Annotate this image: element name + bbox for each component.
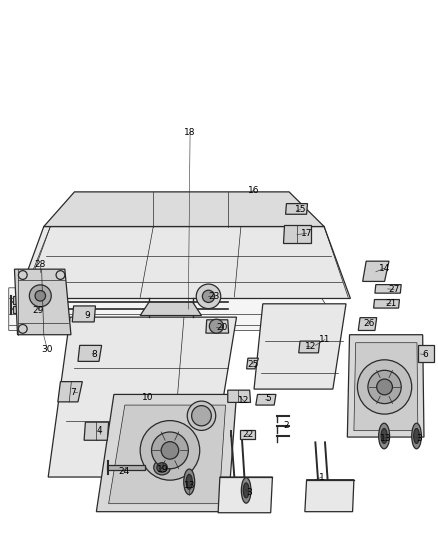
Text: 3: 3	[417, 434, 423, 443]
Ellipse shape	[413, 429, 419, 443]
Circle shape	[35, 290, 46, 301]
Polygon shape	[374, 300, 399, 308]
Text: 10: 10	[142, 393, 154, 401]
Polygon shape	[254, 304, 346, 389]
Text: 19: 19	[157, 465, 169, 473]
Polygon shape	[109, 405, 226, 504]
Polygon shape	[78, 345, 102, 361]
Text: 28: 28	[35, 261, 46, 269]
Ellipse shape	[241, 478, 251, 503]
Polygon shape	[72, 306, 95, 322]
Polygon shape	[354, 343, 418, 431]
Circle shape	[56, 271, 65, 279]
Polygon shape	[347, 335, 424, 437]
Text: 20: 20	[216, 323, 227, 332]
Polygon shape	[13, 306, 31, 313]
Polygon shape	[96, 394, 237, 512]
Polygon shape	[206, 320, 229, 333]
Circle shape	[18, 271, 27, 279]
Circle shape	[161, 442, 179, 459]
Text: 13: 13	[184, 481, 195, 489]
Text: 24: 24	[118, 467, 130, 476]
Text: 17: 17	[301, 229, 312, 238]
Polygon shape	[283, 225, 311, 243]
Polygon shape	[107, 465, 145, 470]
Text: 3: 3	[246, 488, 252, 497]
Polygon shape	[247, 358, 258, 369]
Circle shape	[18, 325, 27, 333]
Ellipse shape	[244, 483, 249, 498]
Text: 27: 27	[389, 285, 400, 294]
Polygon shape	[256, 394, 276, 405]
Polygon shape	[18, 227, 350, 298]
Polygon shape	[299, 341, 320, 353]
Circle shape	[29, 285, 51, 307]
Polygon shape	[13, 296, 31, 304]
Polygon shape	[140, 302, 201, 316]
Polygon shape	[418, 345, 434, 362]
Polygon shape	[358, 318, 377, 330]
Text: 23: 23	[208, 292, 219, 301]
Ellipse shape	[192, 406, 211, 426]
Polygon shape	[286, 204, 307, 214]
Polygon shape	[228, 390, 251, 402]
Ellipse shape	[187, 401, 216, 431]
Circle shape	[140, 421, 200, 480]
Text: 7: 7	[71, 388, 77, 397]
Text: 1: 1	[319, 473, 325, 481]
Ellipse shape	[186, 474, 192, 489]
Polygon shape	[305, 480, 354, 512]
Text: 29: 29	[33, 306, 44, 314]
Polygon shape	[9, 288, 342, 330]
Ellipse shape	[154, 460, 170, 475]
Text: 6: 6	[422, 351, 428, 359]
Polygon shape	[14, 269, 71, 335]
Circle shape	[357, 360, 412, 414]
Ellipse shape	[184, 469, 194, 495]
Text: 8: 8	[91, 350, 97, 359]
Polygon shape	[44, 192, 324, 227]
Text: 2: 2	[283, 421, 289, 430]
Polygon shape	[240, 430, 255, 439]
Ellipse shape	[378, 423, 390, 449]
Text: 18: 18	[184, 128, 196, 136]
Ellipse shape	[412, 423, 421, 449]
Text: 13: 13	[380, 434, 391, 443]
Text: 22: 22	[243, 430, 254, 439]
Circle shape	[377, 379, 392, 395]
Text: 21: 21	[385, 299, 397, 308]
Text: 9: 9	[85, 311, 91, 319]
Text: 26: 26	[363, 319, 374, 328]
Circle shape	[202, 290, 215, 303]
Text: 14: 14	[379, 264, 390, 272]
Ellipse shape	[381, 429, 387, 443]
Text: 11: 11	[319, 335, 331, 344]
Polygon shape	[48, 317, 237, 477]
Text: 16: 16	[248, 186, 259, 195]
Polygon shape	[363, 261, 389, 281]
Polygon shape	[218, 477, 272, 513]
Text: 12: 12	[238, 397, 249, 405]
Circle shape	[196, 284, 221, 309]
Ellipse shape	[157, 463, 167, 472]
Text: 12: 12	[305, 343, 316, 351]
Circle shape	[209, 319, 223, 333]
Polygon shape	[58, 382, 82, 402]
Text: 30: 30	[42, 345, 53, 353]
Polygon shape	[375, 285, 401, 293]
Text: 5: 5	[265, 394, 271, 403]
Circle shape	[368, 370, 401, 403]
Circle shape	[152, 432, 188, 469]
Text: 4: 4	[97, 426, 102, 435]
Polygon shape	[84, 422, 109, 440]
Text: 25: 25	[247, 360, 259, 368]
Text: 15: 15	[295, 205, 306, 214]
